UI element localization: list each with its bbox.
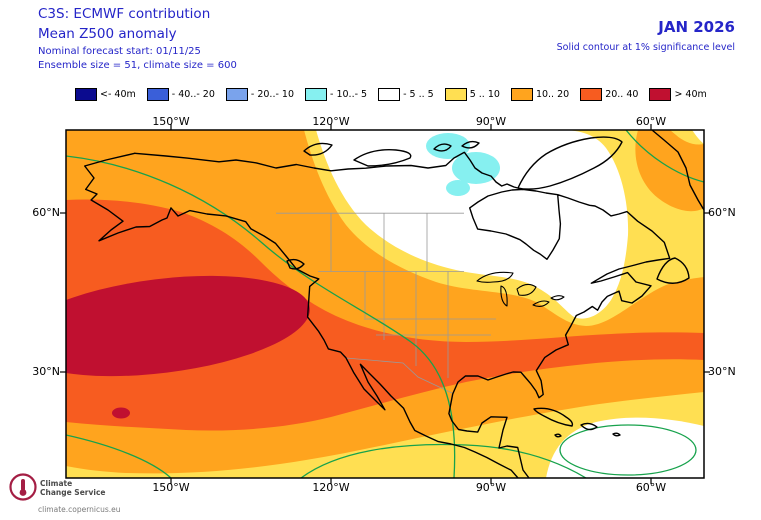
island-baffin	[517, 136, 623, 190]
legend-item: - 5 .. 5	[378, 88, 434, 101]
page-subtitle: Mean Z500 anomaly	[38, 26, 177, 42]
island-puerto-rico	[612, 432, 621, 437]
fill-minus10-minus5	[426, 133, 500, 196]
coast-pacific	[84, 152, 519, 478]
legend-item: <- 40m	[75, 88, 136, 101]
lat-label-left: 30°N	[32, 365, 60, 378]
logo-website: climate.copernicus.eu	[38, 505, 121, 514]
fill-neutral-corner	[692, 130, 704, 144]
fill-gt40-core	[66, 275, 310, 377]
map-frame	[65, 129, 705, 479]
legend-swatch	[580, 88, 603, 101]
great-lakes	[476, 271, 565, 308]
valid-month-label: JAN 2026	[658, 18, 735, 36]
legend-label: 10.. 20	[535, 89, 570, 100]
legend-swatch	[305, 88, 328, 101]
fill-10-20-greenland	[635, 130, 704, 212]
map-canvas	[58, 122, 712, 486]
legend-swatch	[649, 88, 672, 101]
political-borders	[276, 212, 496, 394]
lat-label-right: 60°N	[708, 206, 736, 219]
color-legend: <- 40m - 40..- 20 - 20..- 10 - 10..- 5 -…	[75, 88, 718, 101]
lon-label-bottom: 90°W	[475, 481, 507, 494]
legend-item: - 10..- 5	[305, 88, 367, 101]
legend-label: 20.. 40	[605, 89, 639, 100]
anomaly-map-svg	[60, 124, 710, 484]
fill-neutral-atlantic	[546, 417, 704, 478]
legend-item: 20.. 40	[580, 88, 638, 101]
logo-text-line1: Climate	[40, 479, 73, 488]
legend-label: 5 .. 10	[469, 89, 500, 100]
fill-gt40-spot	[112, 407, 130, 419]
lat-label-right: 30°N	[708, 365, 736, 378]
lon-label-top: 60°W	[635, 115, 667, 128]
coast-atlantic	[448, 188, 671, 478]
copernicus-logo	[8, 472, 38, 506]
legend-swatch	[378, 88, 401, 101]
island-cuba	[533, 407, 574, 427]
island-vancouver	[286, 258, 305, 270]
legend-swatch	[225, 88, 248, 101]
coast-arctic	[134, 151, 524, 191]
legend-label: > 40m	[674, 89, 707, 100]
lon-label-top: 90°W	[475, 115, 507, 128]
lon-label-top: 120°W	[312, 115, 350, 128]
legend-label: - 5 .. 5	[403, 89, 434, 100]
island-jamaica	[554, 433, 562, 438]
axis-ticks	[60, 124, 710, 484]
legend-swatch	[146, 88, 169, 101]
lat-label-left: 60°N	[32, 206, 60, 219]
significance-contours	[66, 130, 704, 478]
lon-label-bottom: 60°W	[635, 481, 667, 494]
island-newfoundland	[656, 257, 690, 284]
legend-item: - 40..- 20	[146, 88, 215, 101]
island-banks	[303, 142, 333, 156]
fill-20-40	[66, 199, 704, 431]
legend-label: - 10..- 5	[330, 89, 368, 100]
lon-label-top: 150°W	[152, 115, 190, 128]
coast-greenland	[651, 130, 704, 211]
ensemble-info-text: Ensemble size = 51, climate size = 600	[38, 60, 237, 71]
legend-label: - 20..- 10	[250, 89, 295, 100]
legend-item: 5 .. 10	[444, 88, 500, 101]
island-somerset	[461, 140, 480, 149]
fill-neutral-canada	[316, 130, 629, 319]
coastlines	[84, 130, 704, 478]
lon-label-bottom: 150°W	[152, 481, 190, 494]
island-victoria	[353, 149, 412, 167]
island-hispaniola	[580, 422, 598, 431]
legend-label: - 40..- 20	[171, 89, 215, 100]
lon-label-bottom: 120°W	[312, 481, 350, 494]
legend-item: - 20..- 10	[225, 88, 295, 101]
island-prince-of-wales	[433, 143, 452, 152]
legend-swatch	[75, 88, 97, 101]
legend-swatch	[444, 88, 467, 101]
page-title: C3S: ECMWF contribution	[38, 6, 211, 22]
logo-text-line2: Change Service	[40, 488, 106, 497]
legend-swatch	[510, 88, 533, 101]
legend-item: > 40m	[649, 88, 707, 101]
significance-note: Solid contour at 1% significance level	[556, 42, 735, 53]
forecast-start-text: Nominal forecast start: 01/11/25	[38, 46, 201, 57]
legend-label: <- 40m	[100, 89, 136, 100]
anomaly-fill-layers	[66, 130, 704, 478]
legend-item: 10.. 20	[510, 88, 570, 101]
